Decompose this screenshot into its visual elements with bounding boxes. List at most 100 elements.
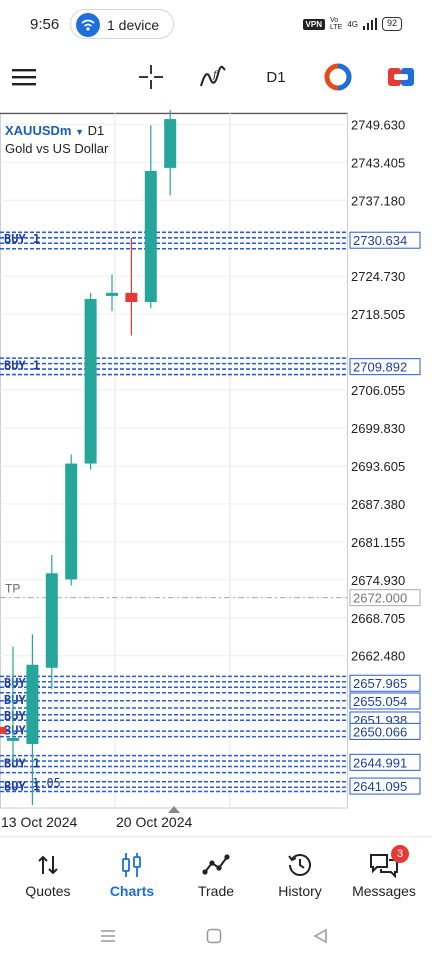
candle-body[interactable] — [45, 573, 58, 668]
y-tick-label: 2699.830 — [351, 421, 405, 436]
system-navigation-bar — [0, 912, 432, 960]
y-tick-label: 2724.730 — [351, 269, 405, 284]
nav-charts[interactable]: Charts — [94, 837, 170, 913]
price-tag — [349, 777, 421, 795]
volte-icon: Vo LTE — [329, 17, 343, 31]
device-label: 1 device — [107, 17, 160, 33]
one-click-trade-icon — [388, 68, 414, 86]
buy-order-label: BUY 1 — [4, 232, 40, 246]
candle-body[interactable] — [65, 463, 78, 580]
y-tick-label: 2743.405 — [351, 155, 405, 170]
trade-button[interactable] — [385, 62, 417, 92]
messages-icon: 3 — [369, 845, 409, 879]
objects-button[interactable] — [322, 62, 354, 92]
svg-text:f: f — [212, 70, 219, 81]
quotes-icon — [37, 851, 59, 879]
y-tick-label: 2668.705 — [351, 611, 405, 626]
back-icon[interactable] — [312, 928, 328, 944]
x-tick-label: 13 Oct 2024 — [1, 814, 77, 830]
price-tag-label: 2655.054 — [353, 694, 407, 709]
timeframe-label: D1 — [266, 68, 286, 86]
price-tag-label: 2650.066 — [353, 724, 407, 739]
status-bar: 9:56 1 device VPN Vo LTE 4G 92 — [0, 0, 432, 48]
y-tick-label: 2693.605 — [351, 459, 405, 474]
crosshair-button[interactable] — [136, 62, 166, 92]
device-pill[interactable]: 1 device — [70, 9, 174, 39]
nav-quotes-label: Quotes — [25, 883, 71, 899]
signal-icon — [362, 18, 377, 30]
buy-order-label: BUY 1 — [4, 780, 40, 794]
candle-body[interactable] — [125, 292, 138, 302]
hotspot-icon — [76, 13, 100, 37]
vpn-icon: VPN — [302, 18, 325, 30]
price-tag-label: 2644.991 — [353, 755, 407, 770]
nav-history-label: History — [278, 883, 322, 899]
y-tick-label: 2749.630 — [351, 117, 405, 132]
recent-apps-icon[interactable] — [100, 928, 116, 944]
price-tag — [349, 589, 421, 607]
candle-body[interactable] — [26, 664, 39, 744]
buy-order-label: BUY — [4, 724, 26, 738]
home-icon[interactable] — [206, 928, 222, 944]
nav-trade[interactable]: Trade — [178, 837, 254, 913]
candle-body[interactable] — [144, 170, 157, 302]
symbol-dropdown-icon[interactable]: ▼ — [75, 127, 85, 137]
candle-body[interactable] — [7, 737, 19, 741]
messages-badge: 3 — [391, 845, 409, 863]
nav-history[interactable]: History — [262, 837, 338, 913]
chart-area[interactable]: 2749.630 2743.405 2737.180 2724.730 2718.505… — [0, 108, 432, 835]
history-icon — [287, 851, 313, 879]
price-tag-label: 2709.892 — [353, 360, 407, 375]
price-tag-label: 2657.965 — [353, 676, 407, 691]
bottom-navigation: Quotes Charts Trade History 3 Messages — [0, 836, 432, 912]
price-tag — [349, 231, 421, 249]
candle-body[interactable] — [164, 119, 177, 168]
y-tick-label: 2674.930 — [351, 573, 405, 588]
candle-body[interactable] — [106, 292, 118, 296]
network-label: 4G — [347, 19, 358, 29]
buy-order-label: BUY — [4, 709, 26, 723]
chart-shift-marker[interactable] — [168, 806, 180, 813]
symbol-title: XAUUSDm ▼ D1 — [5, 123, 104, 138]
nav-charts-label: Charts — [109, 883, 155, 899]
indicator-icon: f — [200, 65, 226, 87]
trade-icon — [202, 851, 230, 879]
symbol-description: Gold vs US Dollar — [5, 141, 109, 156]
price-tag-label: 2730.634 — [353, 233, 407, 248]
status-time: 9:56 — [30, 16, 60, 33]
indicators-button[interactable]: f — [197, 62, 229, 92]
nav-messages-label: Messages — [352, 883, 416, 899]
charts-icon — [120, 851, 144, 879]
buy-order-label: BUY 1 — [4, 359, 40, 373]
status-icons: VPN Vo LTE 4G 92 — [302, 15, 402, 33]
shapes-icon — [324, 63, 352, 91]
y-tick-label: 2737.180 — [351, 193, 405, 208]
timeframe-button[interactable]: D1 — [260, 62, 292, 92]
buy-order-label: BUY 1 — [4, 756, 40, 770]
menu-button[interactable] — [10, 62, 38, 92]
x-tick-label: 20 Oct 2024 — [116, 814, 192, 830]
current-price-marker — [0, 726, 6, 734]
y-tick-label: 2662.480 — [351, 649, 405, 664]
take-profit-label: TP — [5, 582, 20, 596]
price-chart[interactable]: 2749.630 2743.405 2737.180 2724.730 2718.505… — [0, 108, 432, 835]
nav-trade-label: Trade — [197, 883, 235, 899]
price-tag — [349, 753, 421, 771]
price-tag-label: 2641.095 — [353, 779, 407, 794]
price-tag-label: 2672.000 — [353, 591, 407, 606]
nav-messages[interactable]: 3 Messages — [344, 837, 424, 913]
chart-toolbar: f D1 — [0, 52, 432, 104]
candle-body[interactable] — [84, 298, 97, 464]
symbol-name: XAUUSDm — [5, 123, 72, 138]
crosshair-icon — [139, 65, 163, 89]
y-tick-label: 2706.055 — [351, 383, 405, 398]
symbol-timeframe: D1 — [87, 123, 105, 138]
price-tag — [349, 358, 421, 376]
price-tag — [349, 722, 421, 740]
battery-icon: 92 — [381, 17, 402, 31]
nav-quotes[interactable]: Quotes — [10, 837, 86, 913]
y-tick-label: 2687.380 — [351, 497, 405, 512]
buy-order-label: BUY — [4, 693, 26, 707]
y-tick-label: 2681.155 — [351, 535, 405, 550]
price-tag — [349, 692, 421, 710]
